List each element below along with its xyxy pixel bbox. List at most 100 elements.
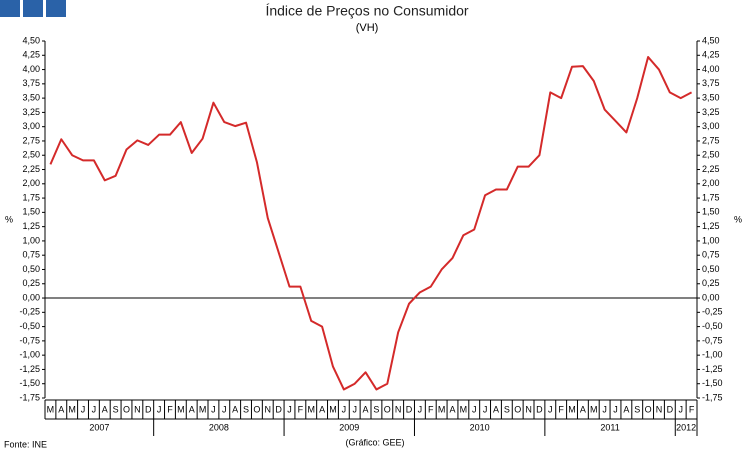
x-tick-label: M <box>177 404 185 414</box>
x-tick-label: O <box>514 404 521 414</box>
x-tick-label: A <box>189 404 195 414</box>
y-tick-label: 3,50 <box>22 92 40 102</box>
x-tick-label: S <box>373 404 379 414</box>
x-tick-label: J <box>92 404 97 414</box>
x-tick-label: J <box>613 404 618 414</box>
x-tick-label: O <box>384 404 391 414</box>
x-tick-label: O <box>253 404 260 414</box>
y2-axis-label: % <box>734 214 742 224</box>
x-tick-label: A <box>102 404 108 414</box>
x-tick-label: F <box>298 404 304 414</box>
x-tick-label: A <box>58 404 64 414</box>
y-tick-label: 2,75 <box>22 135 40 145</box>
x-tick-label: M <box>329 404 337 414</box>
x-tick-label: S <box>113 404 119 414</box>
x-tick-label: F <box>428 404 434 414</box>
x-tick-label: F <box>558 404 564 414</box>
y2-tick-label: -1,00 <box>702 350 723 360</box>
x-tick-label: M <box>590 404 598 414</box>
y2-tick-label: 2,75 <box>702 135 720 145</box>
x-tick-label: J <box>548 404 553 414</box>
x-tick-label: D <box>667 404 674 414</box>
x-tick-label: M <box>47 404 55 414</box>
year-label: 2010 <box>470 422 490 432</box>
y2-tick-label: 0,25 <box>702 278 720 288</box>
x-tick-label: S <box>504 404 510 414</box>
x-tick-label: F <box>689 404 695 414</box>
y-tick-label: 1,00 <box>22 235 40 245</box>
x-tick-label: A <box>449 404 455 414</box>
x-tick-label: A <box>580 404 586 414</box>
x-tick-label: J <box>287 404 292 414</box>
y-tick-label: 3,75 <box>22 78 40 88</box>
y2-tick-label: 3,50 <box>702 92 720 102</box>
y2-tick-label: 1,00 <box>702 235 720 245</box>
x-tick-label: D <box>406 404 413 414</box>
logo <box>0 0 66 17</box>
logo-square <box>0 0 20 17</box>
y-tick-label: 1,75 <box>22 192 40 202</box>
year-label: 2007 <box>89 422 109 432</box>
year-label: 2008 <box>209 422 229 432</box>
y-tick-label: -0,75 <box>19 335 40 345</box>
x-tick-label: M <box>68 404 76 414</box>
year-label: 2012 <box>676 422 696 432</box>
x-tick-label: A <box>623 404 629 414</box>
x-tick-label: J <box>483 404 488 414</box>
y2-tick-label: -0,50 <box>702 321 723 331</box>
y2-tick-label: 4,25 <box>702 50 720 60</box>
y-tick-label: 4,25 <box>22 50 40 60</box>
logo-square <box>46 0 66 17</box>
y-tick-label: 2,00 <box>22 178 40 188</box>
x-tick-label: J <box>678 404 683 414</box>
x-tick-label: A <box>232 404 238 414</box>
y-tick-label: 3,00 <box>22 121 40 131</box>
x-tick-label: J <box>81 404 86 414</box>
x-tick-label: O <box>645 404 652 414</box>
x-tick-label: M <box>307 404 315 414</box>
y-tick-label: 1,25 <box>22 221 40 231</box>
y-tick-label: -1,00 <box>19 350 40 360</box>
x-tick-label: J <box>157 404 162 414</box>
y2-tick-label: 3,75 <box>702 78 720 88</box>
x-tick-label: A <box>363 404 369 414</box>
y-tick-label: 3,25 <box>22 107 40 117</box>
x-tick-label: A <box>319 404 325 414</box>
y2-tick-label: 1,50 <box>702 207 720 217</box>
y2-tick-label: 3,25 <box>702 107 720 117</box>
x-tick-label: S <box>243 404 249 414</box>
y2-tick-label: 2,25 <box>702 164 720 174</box>
y-tick-label: 0,00 <box>22 292 40 302</box>
x-tick-label: J <box>418 404 423 414</box>
x-tick-label: J <box>211 404 216 414</box>
x-tick-label: N <box>134 404 141 414</box>
year-label: 2011 <box>600 422 619 432</box>
x-tick-label: J <box>222 404 227 414</box>
y2-tick-label: 2,50 <box>702 150 720 160</box>
y-tick-label: -1,75 <box>19 392 40 402</box>
logo-square <box>23 0 43 17</box>
x-tick-label: D <box>275 404 282 414</box>
x-tick-label: S <box>634 404 640 414</box>
y2-tick-label: 0,50 <box>702 264 720 274</box>
y-tick-label: 4,00 <box>22 64 40 74</box>
y2-tick-label: -1,25 <box>702 364 723 374</box>
y-tick-label: -0,25 <box>19 307 40 317</box>
y2-tick-label: 2,00 <box>702 178 720 188</box>
y2-tick-label: 4,00 <box>702 64 720 74</box>
x-tick-label: J <box>602 404 607 414</box>
y2-tick-label: 0,75 <box>702 250 720 260</box>
x-tick-label: D <box>145 404 152 414</box>
y2-tick-label: 4,50 <box>702 35 720 45</box>
x-tick-label: A <box>493 404 499 414</box>
y2-tick-label: -1,50 <box>702 378 723 388</box>
x-tick-label: J <box>352 404 357 414</box>
x-tick-label: N <box>265 404 272 414</box>
y2-tick-label: 3,00 <box>702 121 720 131</box>
x-tick-label: N <box>525 404 532 414</box>
y2-tick-label: -0,25 <box>702 307 723 317</box>
y2-tick-label: 1,25 <box>702 221 720 231</box>
x-tick-label: N <box>395 404 402 414</box>
y2-tick-label: 0,00 <box>702 292 720 302</box>
